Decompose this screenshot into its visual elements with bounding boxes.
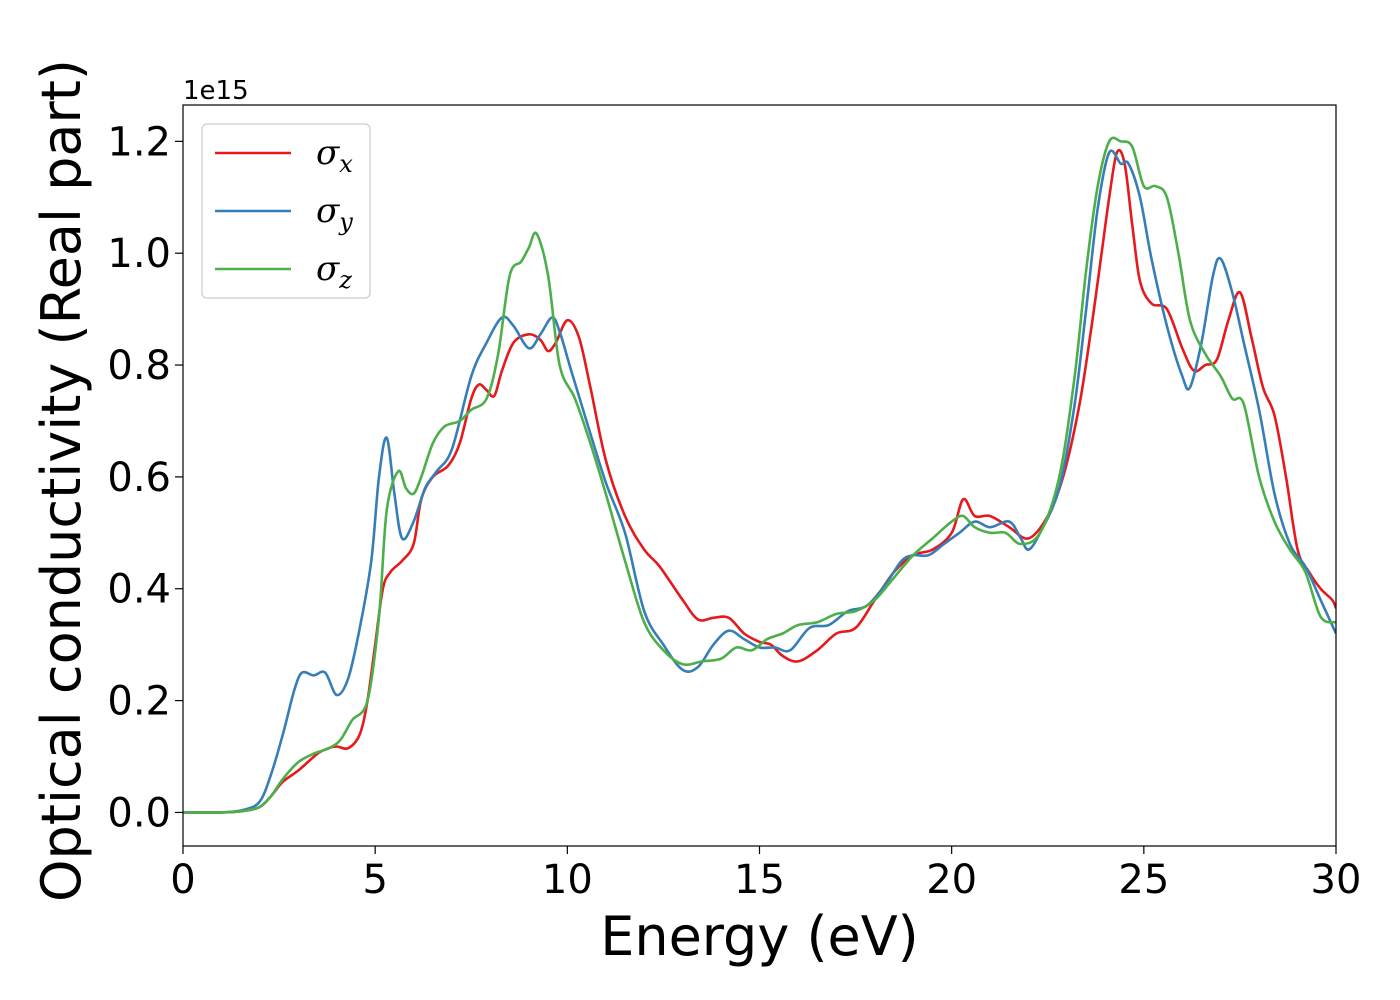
series-layer (183, 136, 1336, 814)
series-line-z (183, 136, 1336, 814)
y-tick-label: 0.4 (107, 567, 171, 613)
x-axis-ticks: 0 5 10 15 20 25 30 (170, 846, 1361, 903)
x-axis-label: Energy (eV) (600, 905, 919, 968)
y-axis-offset-text: 1e15 (183, 76, 249, 106)
series-line-x (183, 148, 1336, 814)
y-tick-label: 1.0 (107, 231, 171, 277)
x-tick-label: 30 (1311, 857, 1362, 903)
x-tick-label: 0 (170, 857, 195, 903)
y-axis-ticks: 0.0 0.2 0.4 0.6 0.8 1.0 1.2 (107, 119, 183, 836)
series-line-y (183, 149, 1336, 814)
y-tick-label: 0.8 (107, 343, 171, 389)
legend-label-z: σz (316, 249, 352, 294)
x-tick-label: 25 (1118, 857, 1169, 903)
y-tick-label: 1.2 (107, 119, 171, 165)
legend-items: σx σy σz (215, 133, 353, 294)
x-tick-label: 5 (362, 857, 387, 903)
y-axis-label: Optical conductivity (Real part) (30, 59, 93, 902)
y-tick-label: 0.6 (107, 455, 171, 501)
y-tick-label: 0.2 (107, 679, 171, 725)
x-tick-label: 15 (734, 857, 785, 903)
legend: σx σy σz (201, 123, 371, 299)
legend-label-y: σy (316, 191, 353, 236)
x-tick-label: 20 (926, 857, 977, 903)
x-tick-label: 10 (542, 857, 593, 903)
y-tick-label: 0.0 (107, 790, 171, 836)
legend-label-x: σx (316, 133, 353, 178)
